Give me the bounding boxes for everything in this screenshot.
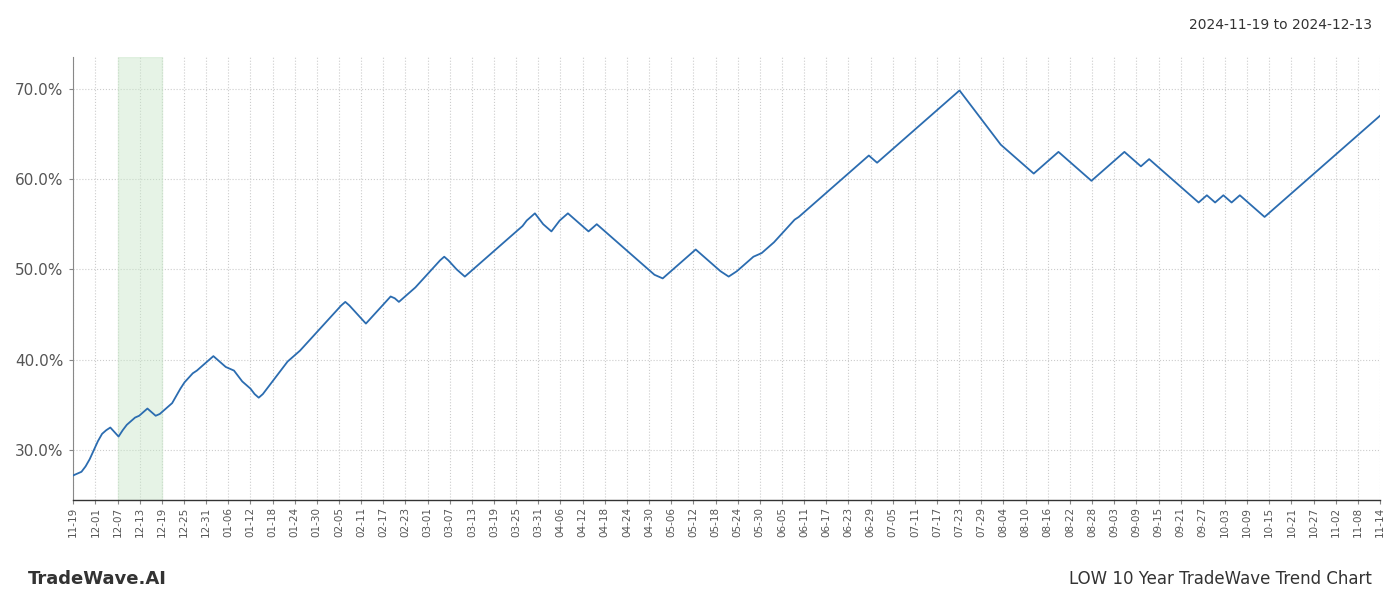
Bar [118, 57, 162, 500]
Text: LOW 10 Year TradeWave Trend Chart: LOW 10 Year TradeWave Trend Chart [1070, 570, 1372, 588]
Text: 2024-11-19 to 2024-12-13: 2024-11-19 to 2024-12-13 [1189, 18, 1372, 32]
Text: TradeWave.AI: TradeWave.AI [28, 570, 167, 588]
